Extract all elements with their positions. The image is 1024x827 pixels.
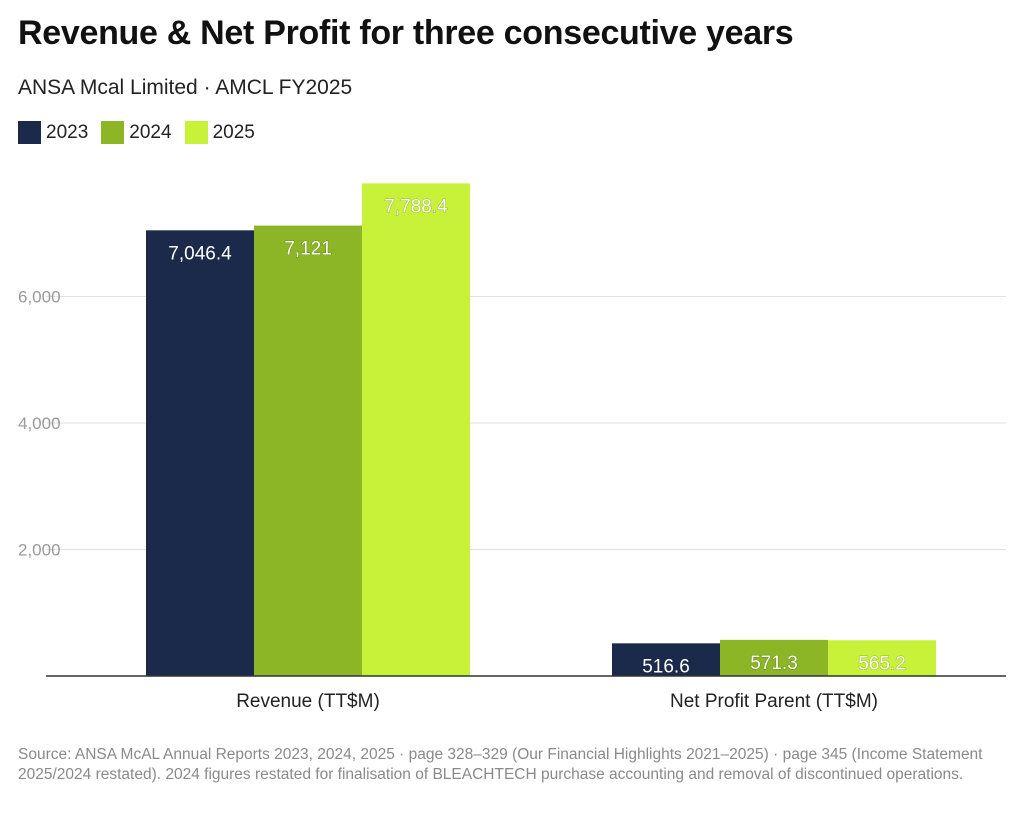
- x-category-label: Revenue (TT$M): [236, 691, 380, 712]
- legend-item-2023: 2023: [18, 121, 88, 144]
- chart-subtitle: ANSA Mcal Limited · AMCL FY2025: [18, 76, 353, 99]
- y-tick-label: 4,000: [18, 414, 61, 433]
- bar-2024-1: [720, 639, 828, 676]
- legend-item-2025: 2025: [184, 121, 255, 144]
- bar-2024-0: [254, 225, 362, 676]
- x-category-label: Net Profit Parent (TT$M): [670, 691, 878, 712]
- legend-swatch-2023: [18, 121, 41, 144]
- legend-swatch-2025: [184, 121, 208, 144]
- bar-2025-0: [362, 183, 470, 676]
- data-label: 7,046.4: [168, 243, 232, 264]
- legend-label-2023: 2023: [46, 121, 89, 143]
- legend: 2023 2024 2025: [18, 121, 268, 144]
- y-tick-label: 2,000: [18, 541, 61, 560]
- bar-2023-0: [146, 230, 254, 677]
- source-note: Source: ANSA McAL Annual Reports 2023, 2…: [18, 746, 983, 783]
- chart-title: Revenue & Net Profit for three consecuti…: [18, 14, 794, 52]
- data-label: 7,788.4: [384, 196, 448, 217]
- data-label: 7,121: [284, 239, 332, 260]
- data-label: 516.6: [642, 656, 690, 677]
- y-tick-label: 6,000: [18, 288, 61, 307]
- legend-item-2024: 2024: [101, 121, 172, 144]
- bar-2025-1: [828, 640, 936, 676]
- data-label: 571.3: [750, 653, 798, 674]
- legend-swatch-2024: [101, 121, 125, 144]
- legend-label-2024: 2024: [129, 121, 172, 143]
- bar-chart: 2,000 4,000 6,000 7,046.4 7,121 7,788.4 Revenu…: [18, 183, 1006, 712]
- legend-label-2025: 2025: [212, 121, 255, 143]
- data-label: 565.2: [858, 653, 906, 674]
- bar-2023-1: [612, 643, 720, 676]
